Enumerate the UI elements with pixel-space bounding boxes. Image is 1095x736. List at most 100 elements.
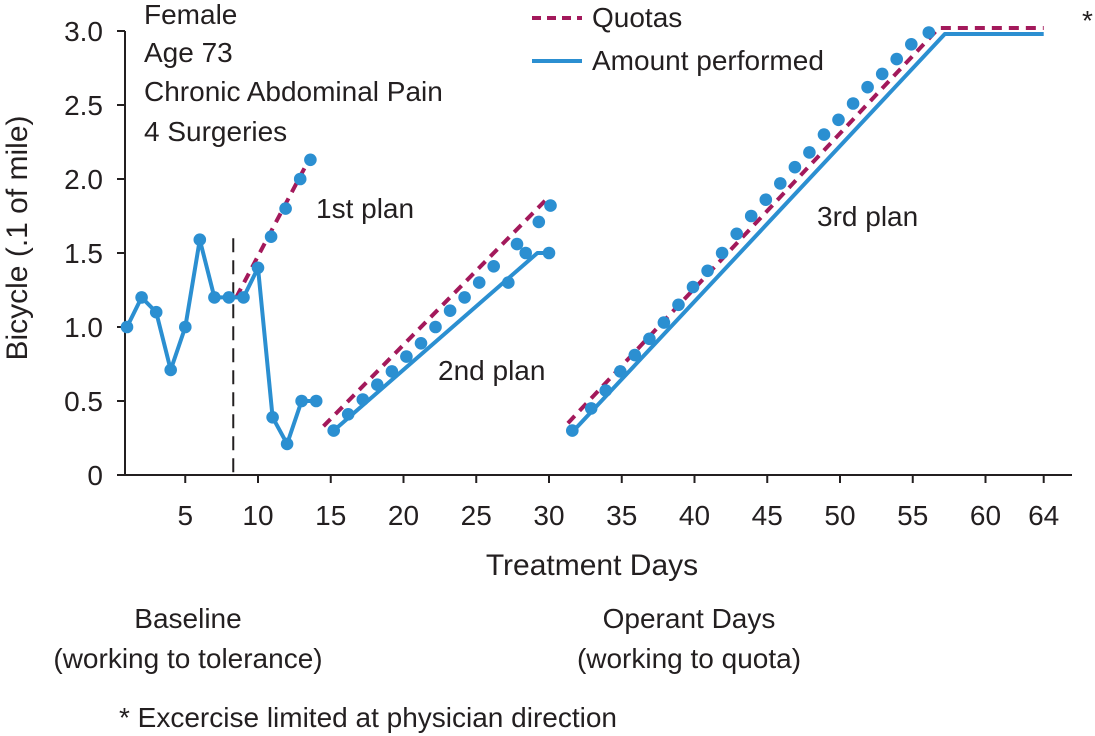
data-point [472, 276, 486, 289]
data-point [566, 424, 579, 437]
operant-sublabel: (working to quota) [577, 643, 801, 674]
data-point [643, 332, 656, 346]
data-point [120, 320, 134, 334]
quotas-line [566, 26, 1044, 425]
data-point [429, 320, 442, 334]
data-point [135, 291, 148, 304]
data-point [905, 38, 918, 51]
data-point [759, 193, 773, 206]
data-point [657, 316, 671, 329]
x-tick-label: 64 [1028, 500, 1059, 531]
data-point [385, 365, 399, 378]
x-tick-label: 50 [824, 500, 855, 531]
data-point [356, 393, 370, 406]
footnote: * Excercise limited at physician directi… [119, 702, 617, 733]
info-line-surgeries: 4 Surgeries [144, 116, 287, 147]
y-tick-label: 0.5 [64, 386, 103, 417]
data-point [544, 199, 557, 212]
data-point [628, 348, 642, 362]
legend-quotas-label: Quotas [592, 2, 682, 33]
data-point [922, 26, 936, 39]
y-tick-label: 1.5 [64, 238, 103, 269]
info-line-diagnosis: Chronic Abdominal Pain [144, 76, 443, 107]
data-point [414, 337, 428, 350]
data-point [542, 246, 556, 260]
data-point [280, 437, 294, 451]
quotas-line [322, 198, 548, 428]
x-tick-label: 40 [679, 500, 710, 531]
x-tick-label: 15 [315, 500, 346, 531]
data-point [730, 227, 743, 241]
data-point [832, 113, 845, 127]
data-point [861, 80, 874, 94]
y-tick-label: 0 [87, 460, 103, 491]
data-point [222, 291, 236, 304]
amount-performed-line [572, 32, 1044, 432]
data-point [179, 320, 192, 334]
data-point [327, 424, 341, 437]
data-point [371, 378, 384, 392]
data-point [293, 172, 307, 186]
data-point [279, 202, 292, 215]
data-point [400, 350, 413, 363]
data-point [443, 304, 457, 318]
legend-performed-label: Amount performed [592, 45, 824, 76]
data-point [846, 97, 860, 110]
data-point [672, 298, 685, 312]
y-tick-label: 2.0 [64, 164, 103, 195]
y-axis-label: Bicycle (.1 of mile) [1, 115, 34, 360]
data-point [149, 305, 163, 319]
data-point [532, 215, 546, 229]
annotation-2nd-plan: 2nd plan [438, 355, 545, 386]
data-markers [120, 26, 936, 451]
data-point [487, 260, 501, 273]
data-point [341, 408, 355, 421]
x-tick-label: 30 [533, 500, 564, 531]
x-tick-label: 60 [970, 500, 1001, 531]
x-tick-label: 10 [242, 500, 273, 531]
data-point [264, 230, 278, 243]
annotation-3rd-plan: 3rd plan [817, 201, 918, 232]
x-tick-label: 55 [897, 500, 928, 531]
data-point [744, 209, 758, 223]
x-tick-label: 5 [177, 500, 193, 531]
data-point [875, 67, 889, 81]
info-line-age: Age 73 [144, 37, 233, 68]
amount-performed-line [125, 237, 317, 446]
data-point [584, 402, 598, 415]
annotation-1st-plan: 1st plan [316, 193, 414, 224]
data-point [519, 246, 532, 260]
baseline-label: Baseline [134, 603, 241, 634]
x-axis-label: Treatment Days [486, 549, 698, 582]
data-point [817, 128, 831, 141]
data-point [715, 246, 729, 260]
x-tick-label: 25 [461, 500, 492, 531]
y-tick-label: 3.0 [64, 16, 103, 47]
quotas-line [234, 158, 311, 299]
data-point [266, 411, 279, 424]
data-point [803, 146, 816, 159]
x-tick-label: 45 [752, 500, 783, 531]
data-point [788, 160, 802, 174]
data-point [237, 291, 250, 304]
data-point [251, 261, 265, 275]
data-point [774, 177, 787, 190]
x-tick-label: 20 [388, 500, 419, 531]
data-point [701, 264, 714, 278]
quota-series [234, 26, 1044, 428]
data-point [309, 394, 323, 408]
info-line-female: Female [144, 0, 237, 30]
y-tick-label: 1.0 [64, 312, 103, 343]
data-point [502, 276, 515, 289]
baseline-sublabel: (working to tolerance) [53, 643, 322, 674]
data-point [599, 384, 612, 397]
y-tick-label: 2.5 [64, 90, 103, 121]
axes: 0 0.5 1.0 1.5 2.0 2.5 3.0 5 10 15 20 25 30 35 40 45 50 55… [64, 16, 1072, 531]
data-point [193, 233, 207, 246]
operant-label: Operant Days [603, 603, 776, 634]
x-tick-label: 35 [606, 500, 637, 531]
data-point [510, 237, 524, 251]
data-point [304, 153, 317, 167]
